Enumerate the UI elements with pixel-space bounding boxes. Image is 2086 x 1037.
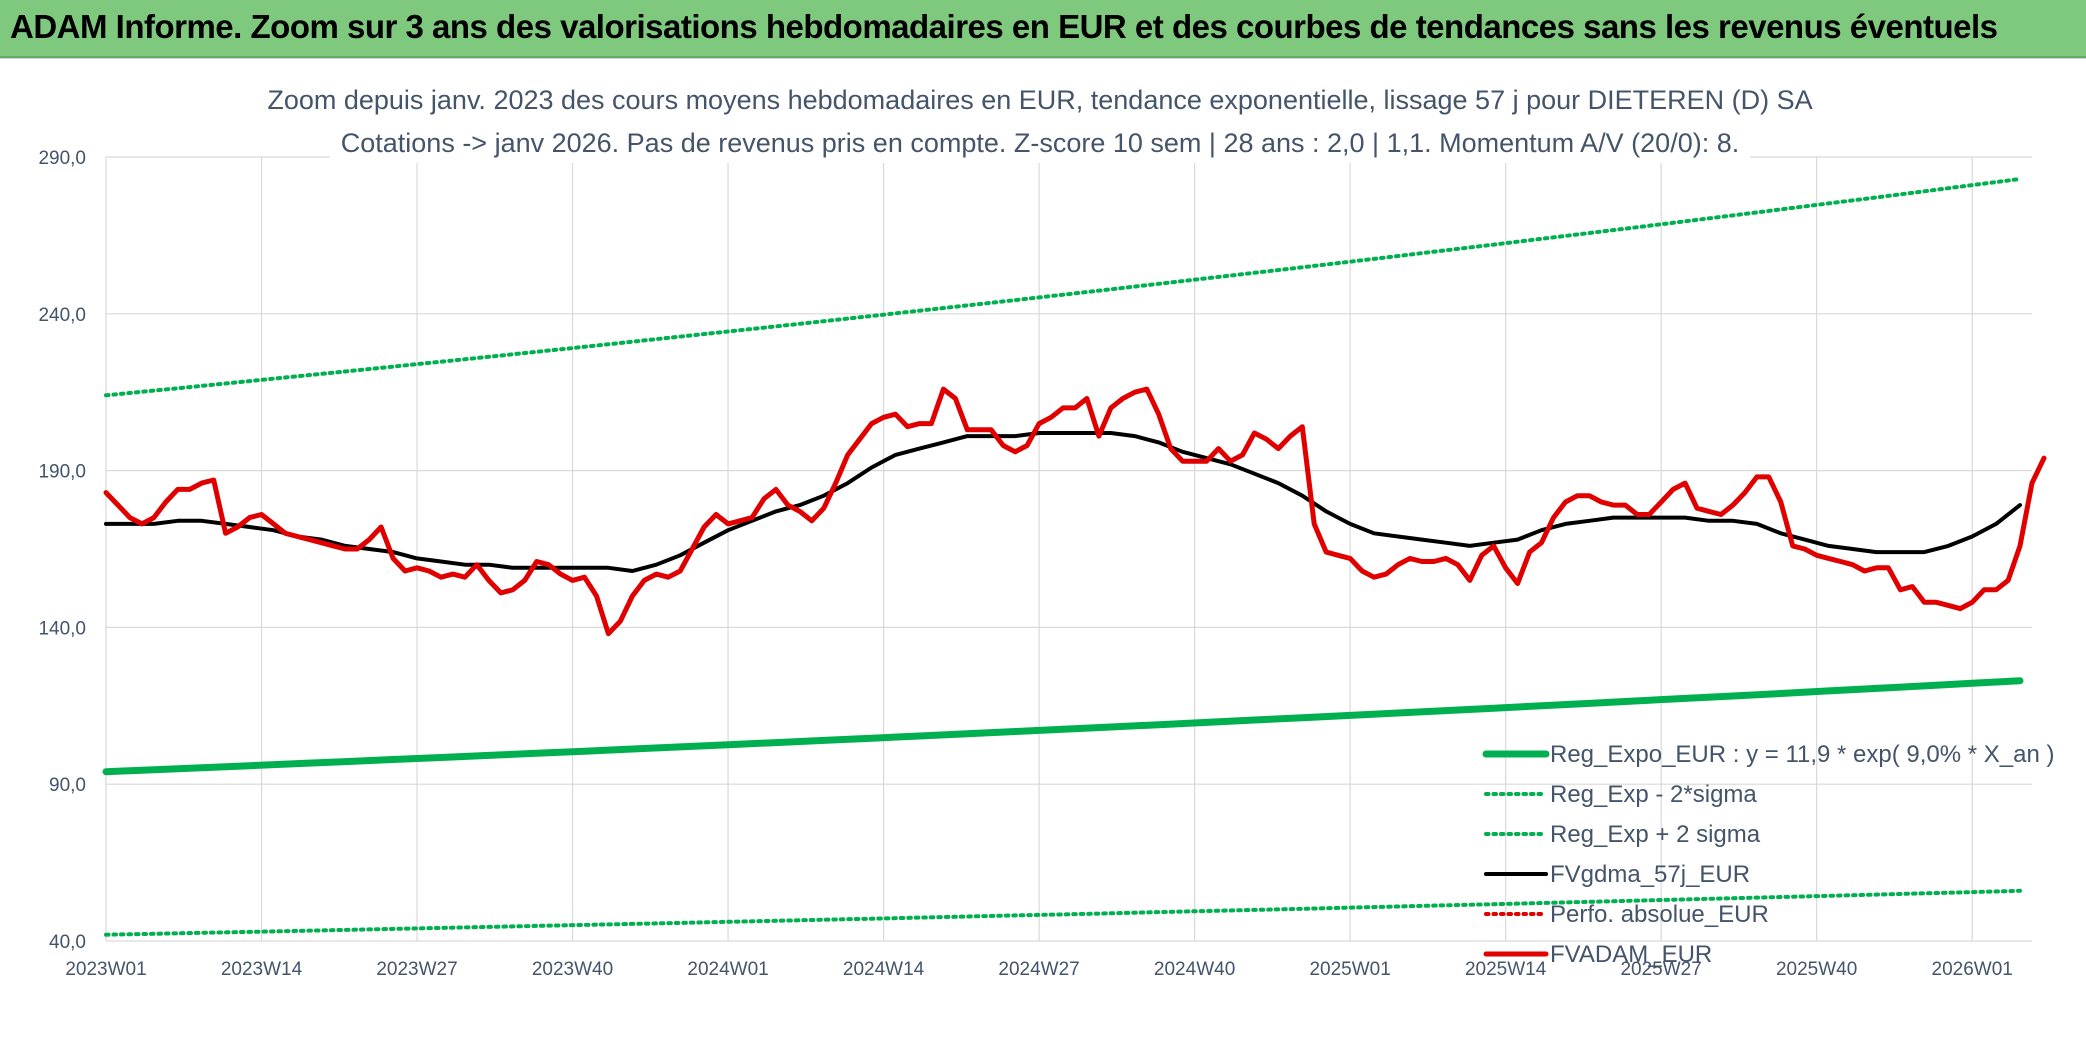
report-title: ADAM Informe. Zoom sur 3 ans des valoris… — [10, 8, 1998, 45]
x-tick-label: 2025W14 — [1465, 959, 1547, 980]
y-tick-label: 40,0 — [49, 932, 86, 953]
x-tick-label: 2024W40 — [1154, 959, 1235, 980]
report-header-bar: ADAM Informe. Zoom sur 3 ans des valoris… — [0, 0, 2086, 58]
y-tick-label: 90,0 — [49, 775, 86, 796]
x-tick-label: 2023W14 — [221, 959, 303, 980]
chart-subtitle: Cotations -> janv 2026. Pas de revenus p… — [341, 128, 1739, 158]
x-tick-label: 2025W40 — [1776, 959, 1857, 980]
x-tick-label: 2026W01 — [1932, 959, 2013, 980]
y-tick-label: 240,0 — [38, 305, 86, 326]
legend-label: Reg_Exp - 2*sigma — [1550, 781, 1757, 808]
x-tick-label: 2023W01 — [65, 959, 146, 980]
chart-title-background — [330, 75, 1750, 163]
x-tick-label: 2025W27 — [1620, 959, 1701, 980]
legend-label: Reg_Exp + 2 sigma — [1550, 821, 1761, 848]
series-line-reg-exp-2-sigma — [104, 888, 2022, 937]
x-tick-label: 2023W40 — [532, 959, 613, 980]
series-line-reg-expo-eur-y-11-9-exp-9-0-x- — [102, 677, 2024, 776]
chart-title-group: Zoom depuis janv. 2023 des cours moyens … — [267, 75, 1813, 163]
series-line-fvgdma-57j-eur — [104, 431, 2022, 573]
y-tick-label: 190,0 — [38, 462, 86, 483]
gridlines — [105, 156, 2032, 942]
series-line-reg-exp-2-sigma — [104, 177, 2022, 398]
legend-label: Reg_Expo_EUR : y = 11,9 * exp( 9,0% * X_… — [1550, 741, 2055, 768]
x-tick-label: 2024W14 — [843, 959, 925, 980]
chart-title: Zoom depuis janv. 2023 des cours moyens … — [267, 85, 1812, 115]
axis-ticks: 290,0 240,0 190,0 140,0 90,0 40,0 2023W01 2023W… — [38, 148, 2012, 980]
series-lines — [102, 177, 2047, 937]
series-line-fvadam-eur — [103, 386, 2047, 637]
legend-label: Perfo. absolue_EUR — [1550, 901, 1769, 928]
chart-area: 290,0 240,0 190,0 140,0 90,0 40,0 2023W01 2023W… — [0, 58, 2086, 1032]
y-tick-label: 140,0 — [38, 618, 86, 639]
x-tick-label: 2024W27 — [998, 959, 1079, 980]
legend-label: FVgdma_57j_EUR — [1550, 861, 1750, 888]
legend: Reg_Expo_EUR : y = 11,9 * exp( 9,0% * X_… — [1482, 741, 2055, 968]
x-tick-label: 2024W01 — [687, 959, 768, 980]
legend-label: FVADAM_EUR — [1550, 941, 1712, 968]
x-tick-label: 2023W27 — [376, 959, 457, 980]
y-tick-label: 290,0 — [38, 148, 86, 169]
chart-svg: 290,0 240,0 190,0 140,0 90,0 40,0 2023W01 2023W… — [38, 75, 2055, 980]
x-tick-label: 2025W01 — [1309, 959, 1390, 980]
